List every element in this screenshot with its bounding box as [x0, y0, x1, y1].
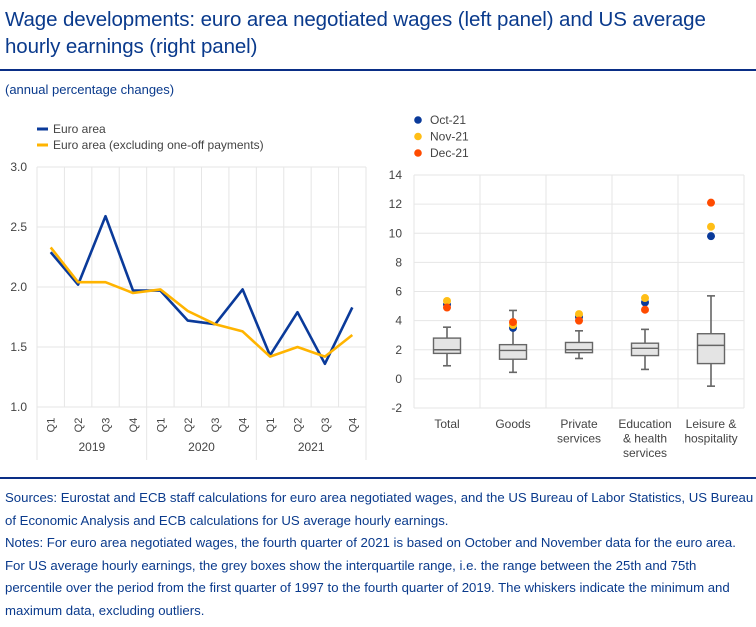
data-point-dec-21: [509, 318, 517, 327]
series-line-euro-area-excl-one-off: [49, 246, 354, 358]
title-divider: [0, 69, 756, 71]
data-point-nov-21: [443, 296, 451, 305]
x-tick-label: Q4: [347, 418, 359, 433]
y-tick-label: 0: [395, 372, 402, 386]
iqr-box: [498, 343, 528, 360]
x-group-label: 2021: [298, 440, 325, 454]
series-line-euro-area: [49, 214, 354, 366]
data-point-dec-21: [707, 198, 715, 207]
x-tick-label: Q2: [183, 418, 195, 433]
x-category-label: Goods: [495, 417, 530, 431]
x-group-label: 2020: [188, 440, 215, 454]
data-point-dec-21: [641, 305, 649, 314]
y-tick-label: 6: [395, 285, 402, 299]
chart-canvas: 1.0 1.5 2.0 2.5 3.0 Q1 Q2 Q3 Q4 Q1 Q2 Q3 Q4 Q1 Q2 Q3 Q4 2…: [10, 113, 745, 460]
y-tick-label: 8: [395, 255, 402, 269]
y-tick-label: 10: [389, 226, 403, 240]
legend-label: Dec-21: [430, 146, 469, 160]
x-category-label: Education: [618, 417, 671, 431]
left-panel-euro-area: 1.0 1.5 2.0 2.5 3.0 Q1 Q2 Q3 Q4 Q1 Q2 Q3 Q4 Q1 Q2 Q3 Q4 2…: [10, 122, 367, 460]
legend-marker: [414, 132, 422, 141]
y-tick-label: 14: [389, 168, 403, 182]
notes-divider: [0, 477, 756, 479]
iqr-box: [432, 337, 462, 355]
data-point-dec-21: [443, 303, 451, 312]
legend-marker: [414, 149, 422, 157]
x-tick-label: Q1: [265, 418, 277, 433]
data-point-nov-21: [641, 294, 649, 303]
y-tick-label: -2: [391, 401, 402, 415]
sources-text: Sources: Eurostat and ECB staff calculat…: [5, 490, 754, 528]
y-tick-label: 4: [395, 314, 402, 328]
y-tick-label: 1.5: [10, 340, 27, 354]
iqr-box: [564, 341, 594, 354]
x-category-label: & health: [623, 432, 667, 446]
notes-text: Notes: For euro area negotiated wages, t…: [5, 535, 736, 618]
iqr-box: [630, 342, 660, 357]
iqr-box: [696, 333, 726, 365]
x-category-label: Leisure &: [686, 417, 737, 431]
legend-label: Oct-21: [430, 113, 466, 127]
data-point-nov-21: [707, 222, 715, 231]
x-tick-label: Q4: [238, 418, 250, 433]
chart-units-subtitle: (annual percentage changes): [5, 82, 175, 97]
x-tick-label: Q3: [320, 418, 332, 433]
x-category-label: Total: [434, 417, 459, 431]
y-tick-label: 2.0: [10, 280, 27, 294]
y-tick-label: 3.0: [10, 160, 27, 174]
data-point-nov-21: [575, 310, 583, 319]
x-tick-label: Q1: [46, 418, 58, 433]
x-category-label: Private: [560, 417, 598, 431]
y-tick-label: 12: [389, 197, 403, 211]
y-tick-label: 2.5: [10, 220, 27, 234]
legend-label: Euro area (excluding one-off payments): [53, 138, 264, 152]
x-tick-label: Q4: [128, 418, 140, 433]
x-category-label: hospitality: [684, 432, 737, 446]
x-tick-label: Q1: [155, 418, 167, 433]
x-tick-label: Q2: [292, 418, 304, 433]
legend-label: Euro area: [53, 122, 106, 136]
page-title: Wage developments: euro area negotiated …: [5, 8, 706, 58]
y-tick-label: 2: [395, 343, 402, 357]
x-category-label: services: [623, 446, 667, 460]
y-tick-label: 1.0: [10, 400, 27, 414]
notes-block: Sources: Eurostat and ECB staff calculat…: [5, 487, 755, 622]
x-group-label: 2019: [78, 440, 105, 454]
x-tick-label: Q2: [73, 418, 85, 433]
x-tick-label: Q3: [210, 418, 222, 433]
data-point-dec-21: [575, 316, 583, 325]
data-point-oct-21: [707, 232, 715, 241]
x-category-label: services: [557, 432, 601, 446]
legend-marker: [414, 116, 422, 124]
legend-label: Nov-21: [430, 130, 469, 144]
x-tick-label: Q3: [101, 418, 113, 433]
